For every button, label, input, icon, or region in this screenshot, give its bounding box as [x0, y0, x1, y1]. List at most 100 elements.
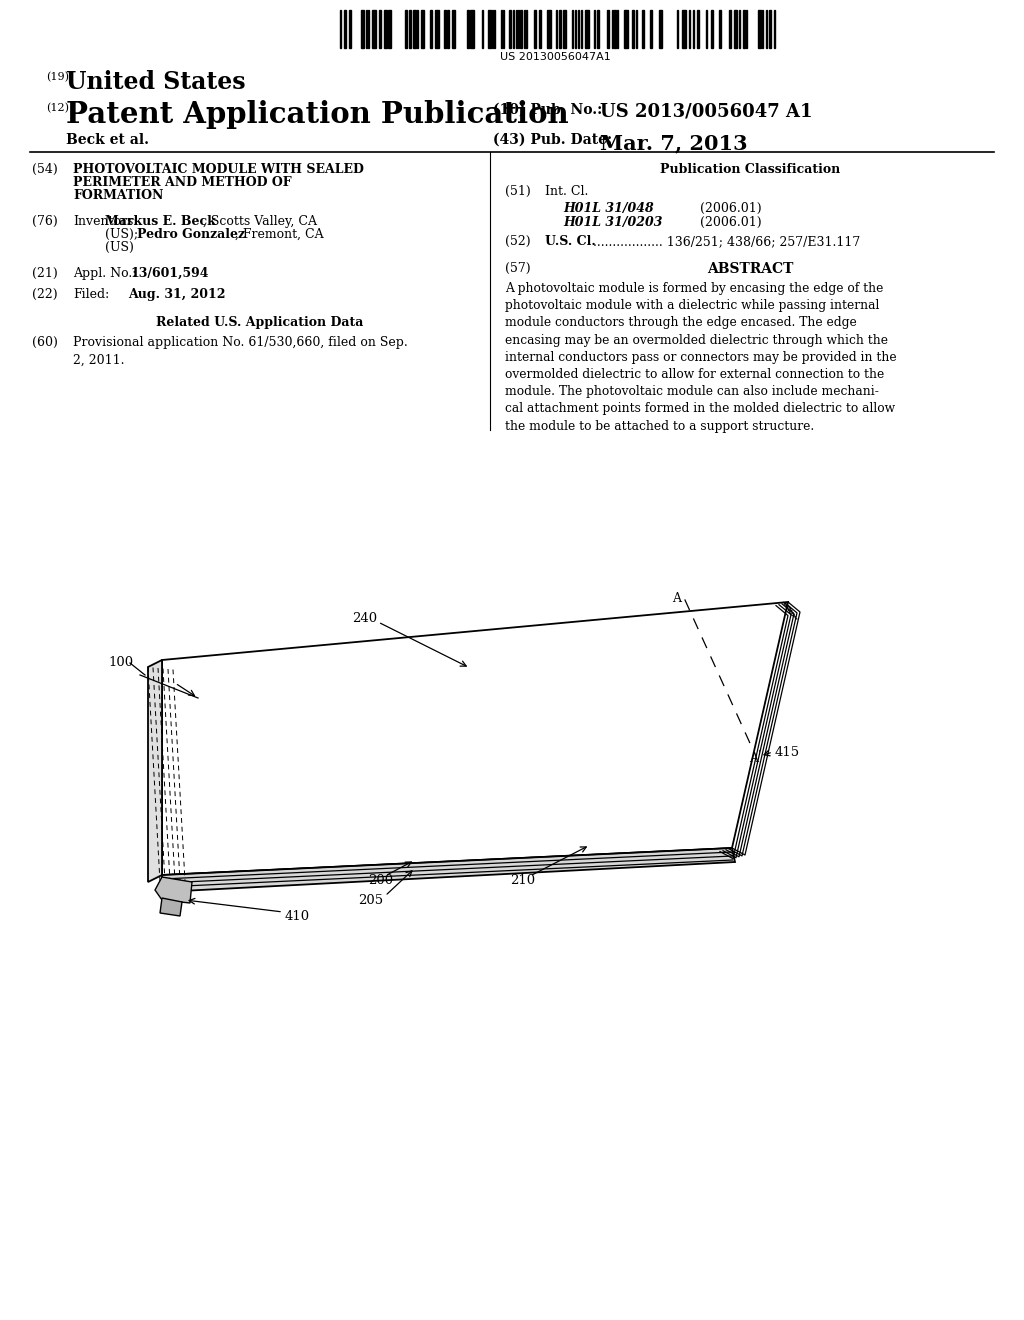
Text: Inventors:: Inventors:	[73, 215, 137, 228]
Bar	[539, 11, 541, 48]
Bar	[563, 11, 566, 48]
Text: H01L 31/0203: H01L 31/0203	[563, 216, 663, 228]
Text: Patent Application Publication: Patent Application Publication	[66, 100, 568, 129]
Text: Appl. No.:: Appl. No.:	[73, 267, 140, 280]
Bar	[659, 11, 662, 48]
Bar	[734, 11, 737, 48]
Polygon shape	[160, 898, 182, 916]
Bar	[349, 11, 351, 48]
Polygon shape	[162, 602, 788, 875]
Text: Int. Cl.: Int. Cl.	[545, 185, 589, 198]
Text: 13/601,594: 13/601,594	[131, 267, 210, 280]
Bar	[452, 11, 455, 48]
Bar	[719, 11, 721, 48]
Bar	[534, 11, 536, 48]
Text: Related U.S. Application Data: Related U.S. Application Data	[157, 315, 364, 329]
Text: (2006.01): (2006.01)	[700, 202, 762, 215]
Bar	[384, 11, 387, 48]
Bar	[444, 11, 446, 48]
Text: , Scotts Valley, CA: , Scotts Valley, CA	[203, 215, 317, 228]
Bar	[585, 11, 589, 48]
Text: United States: United States	[66, 70, 246, 94]
Text: 205: 205	[358, 894, 383, 907]
Text: (10) Pub. No.:: (10) Pub. No.:	[493, 103, 602, 117]
Bar	[642, 11, 644, 48]
Text: A: A	[749, 751, 758, 764]
Polygon shape	[155, 876, 193, 903]
Bar	[372, 11, 376, 48]
Bar	[435, 11, 439, 48]
Bar	[379, 11, 381, 48]
Bar	[614, 11, 616, 48]
Bar	[758, 11, 761, 48]
Text: (57): (57)	[505, 261, 530, 275]
Bar	[559, 11, 561, 48]
Text: PERIMETER AND METHOD OF: PERIMETER AND METHOD OF	[73, 176, 292, 189]
Bar	[697, 11, 699, 48]
Text: Pedro Gonzalez: Pedro Gonzalez	[137, 228, 245, 242]
Text: Provisional application No. 61/530,660, filed on Sep.
2, 2011.: Provisional application No. 61/530,660, …	[73, 337, 408, 367]
Bar	[711, 11, 713, 48]
Text: Filed:: Filed:	[73, 288, 110, 301]
Bar	[520, 11, 522, 48]
Text: (US);: (US);	[105, 228, 142, 242]
Polygon shape	[148, 660, 162, 882]
Bar	[413, 11, 416, 48]
Bar	[344, 11, 346, 48]
Text: 410: 410	[285, 909, 310, 923]
Bar	[682, 11, 686, 48]
Bar	[409, 11, 411, 48]
Text: 100: 100	[108, 656, 133, 669]
Bar	[430, 11, 432, 48]
Bar	[769, 11, 771, 48]
Text: ABSTRACT: ABSTRACT	[707, 261, 794, 276]
Bar	[597, 11, 599, 48]
Text: Beck et al.: Beck et al.	[66, 133, 150, 147]
Bar	[624, 11, 628, 48]
Bar	[743, 11, 745, 48]
Bar	[388, 11, 391, 48]
Text: (21): (21)	[32, 267, 57, 280]
Text: Aug. 31, 2012: Aug. 31, 2012	[128, 288, 225, 301]
Text: .................. 136/251; 438/66; 257/E31.117: .................. 136/251; 438/66; 257/…	[589, 235, 860, 248]
Text: (2006.01): (2006.01)	[700, 216, 762, 228]
Text: US 20130056047A1: US 20130056047A1	[500, 51, 610, 62]
Text: 200: 200	[368, 874, 393, 887]
Text: 415: 415	[775, 746, 800, 759]
Text: (43) Pub. Date:: (43) Pub. Date:	[493, 133, 612, 147]
Bar	[509, 11, 511, 48]
Text: (US): (US)	[105, 242, 134, 253]
Text: (76): (76)	[32, 215, 57, 228]
Text: (19): (19)	[46, 73, 69, 82]
Text: 240: 240	[352, 611, 377, 624]
Text: (12): (12)	[46, 103, 69, 114]
Bar	[421, 11, 424, 48]
Text: US 2013/0056047 A1: US 2013/0056047 A1	[600, 103, 812, 121]
Bar	[729, 11, 731, 48]
Bar	[650, 11, 652, 48]
Text: Mar. 7, 2013: Mar. 7, 2013	[600, 133, 748, 153]
Bar	[467, 11, 469, 48]
Text: A: A	[672, 591, 681, 605]
Text: Publication Classification: Publication Classification	[659, 162, 840, 176]
Text: (22): (22)	[32, 288, 57, 301]
Text: PHOTOVOLTAIC MODULE WITH SEALED: PHOTOVOLTAIC MODULE WITH SEALED	[73, 162, 364, 176]
Text: 210: 210	[510, 874, 536, 887]
Bar	[470, 11, 474, 48]
Bar	[361, 11, 364, 48]
Bar	[406, 11, 407, 48]
Text: (60): (60)	[32, 337, 58, 348]
Bar	[547, 11, 551, 48]
Text: Markus E. Beck: Markus E. Beck	[105, 215, 216, 228]
Text: U.S. Cl.: U.S. Cl.	[545, 235, 596, 248]
Text: H01L 31/048: H01L 31/048	[563, 202, 653, 215]
Text: (54): (54)	[32, 162, 57, 176]
Bar	[632, 11, 634, 48]
Text: (52): (52)	[505, 235, 530, 248]
Text: FORMATION: FORMATION	[73, 189, 164, 202]
Bar	[607, 11, 609, 48]
Text: (51): (51)	[505, 185, 530, 198]
Bar	[447, 11, 449, 48]
Text: , Fremont, CA: , Fremont, CA	[234, 228, 324, 242]
Text: ': '	[758, 750, 761, 759]
